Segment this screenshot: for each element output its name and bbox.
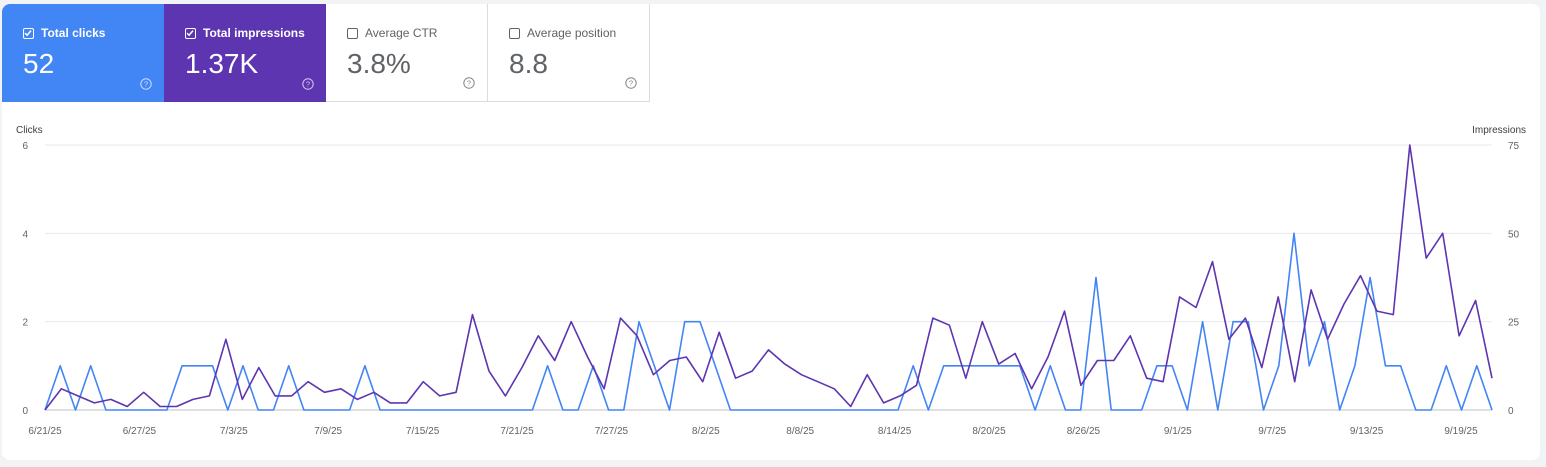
total-impressions-header: Total impressions [185, 26, 305, 40]
right-tick-label: 0 [1508, 406, 1514, 417]
checkbox-checked-icon[interactable] [185, 27, 196, 39]
left-tick-label: 2 [22, 318, 28, 329]
average-position-header: Average position [509, 26, 616, 40]
total-clicks-label: Total clicks [41, 26, 106, 40]
average-position-card[interactable]: Average position 8.8 ? [488, 4, 650, 102]
left-tick-label: 6 [22, 141, 28, 152]
right-tick-label: 75 [1508, 141, 1520, 152]
total-clicks-header: Total clicks [23, 26, 105, 40]
total-clicks-card[interactable]: Total clicks 52 ? [2, 4, 164, 102]
x-tick-label: 7/3/25 [220, 426, 248, 437]
checkbox-unchecked-icon[interactable] [347, 27, 358, 39]
x-tick-label: 9/19/25 [1444, 426, 1478, 437]
right-tick-label: 25 [1508, 318, 1520, 329]
x-tick-label: 6/27/25 [123, 426, 157, 437]
checkbox-checked-icon[interactable] [23, 27, 34, 39]
average-ctr-label: Average CTR [365, 26, 438, 40]
x-tick-label: 6/21/25 [28, 426, 62, 437]
left-tick-label: 0 [22, 406, 28, 417]
right-axis-title: Impressions [1472, 125, 1526, 136]
svg-text:?: ? [306, 80, 310, 89]
svg-text:?: ? [629, 79, 633, 88]
x-tick-label: 7/9/25 [314, 426, 342, 437]
left-axis-title: Clicks [16, 125, 43, 136]
performance-chart: 0 2 4 6 0 25 50 75 6/21/25 6/27/25 7/3/25 7/9/25 7/1… [22, 141, 1520, 437]
help-icon[interactable]: ? [463, 77, 475, 89]
x-tick-label: 9/7/25 [1258, 426, 1286, 437]
average-ctr-header: Average CTR [347, 26, 437, 40]
average-position-value: 8.8 [509, 48, 548, 79]
performance-panel: Total clicks 52 ? Total impressions 1.37… [2, 4, 1540, 460]
total-clicks-value: 52 [23, 48, 55, 79]
average-ctr-card[interactable]: Average CTR 3.8% ? [326, 4, 488, 102]
svg-text:?: ? [467, 79, 471, 88]
x-tick-label: 9/1/25 [1164, 426, 1192, 437]
help-icon[interactable]: ? [140, 78, 152, 90]
average-ctr-value: 3.8% [347, 48, 411, 79]
help-icon[interactable]: ? [625, 77, 637, 89]
checkbox-unchecked-icon[interactable] [509, 27, 520, 39]
help-icon[interactable]: ? [302, 78, 314, 90]
metric-cards: Total clicks 52 ? Total impressions 1.37… [2, 4, 650, 102]
svg-text:?: ? [144, 80, 148, 89]
x-tick-label: 9/13/25 [1350, 426, 1384, 437]
total-impressions-card[interactable]: Total impressions 1.37K ? [164, 4, 326, 102]
x-tick-label: 8/26/25 [1067, 426, 1101, 437]
left-tick-label: 4 [22, 229, 28, 240]
total-impressions-value: 1.37K [185, 48, 259, 79]
x-tick-label: 8/14/25 [878, 426, 912, 437]
right-tick-label: 50 [1508, 229, 1520, 240]
x-tick-label: 7/27/25 [595, 426, 629, 437]
average-position-label: Average position [527, 26, 617, 40]
x-tick-label: 8/2/25 [692, 426, 720, 437]
x-tick-label: 7/21/25 [500, 426, 534, 437]
x-tick-label: 8/20/25 [972, 426, 1006, 437]
total-impressions-label: Total impressions [203, 26, 305, 40]
impressions-series-line [44, 144, 1493, 411]
x-tick-label: 8/8/25 [786, 426, 814, 437]
x-tick-label: 7/15/25 [406, 426, 440, 437]
